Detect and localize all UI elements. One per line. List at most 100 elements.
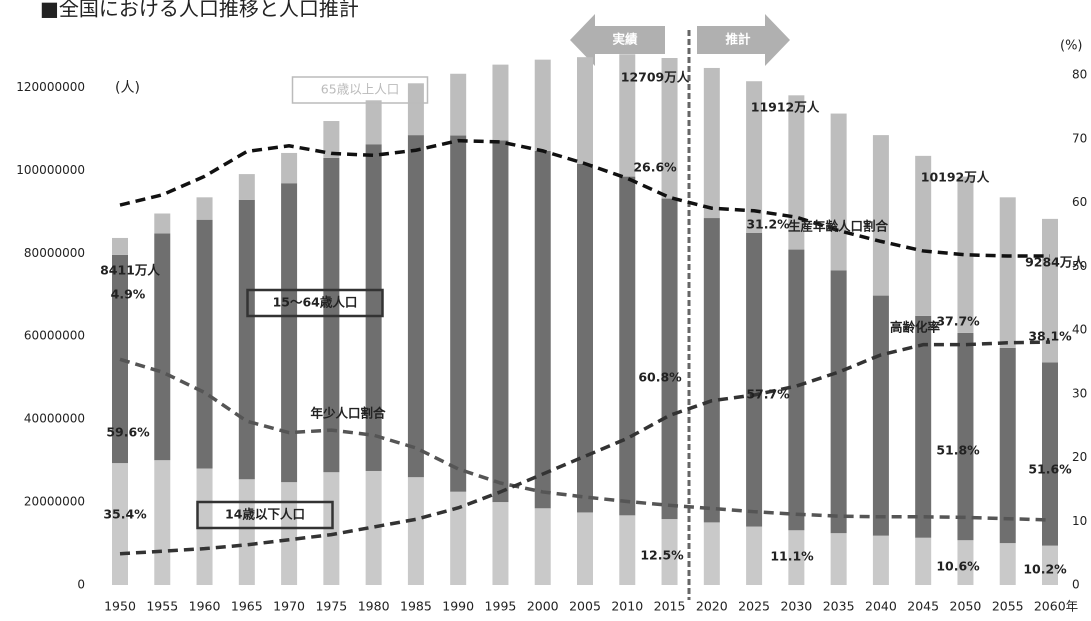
x-tick-label: 2035 <box>823 599 855 614</box>
bar-segment <box>788 249 805 531</box>
bar-segment <box>746 526 763 585</box>
bar-segment <box>830 533 847 585</box>
phase-label: 実績 <box>612 32 638 47</box>
x-tick-label: 1970 <box>273 599 305 614</box>
series-label: 生産年齢人口割合 <box>788 219 889 234</box>
y2-tick-label: 80 <box>1072 68 1087 82</box>
bar-segment <box>154 213 171 234</box>
series-label: 年少人口割合 <box>310 406 386 421</box>
x-tick-label: 2015 <box>654 599 686 614</box>
bar-segment <box>365 144 382 471</box>
bar-segment <box>238 174 255 200</box>
y2-tick-label: 50 <box>1072 259 1087 273</box>
y2-tick-label: 10 <box>1072 514 1087 528</box>
bar-segment <box>619 176 636 516</box>
x-tick-label: 1950 <box>104 599 136 614</box>
arrow-left <box>570 14 665 66</box>
x-tick-label: 1960 <box>189 599 221 614</box>
y-axis-label: (人) <box>115 80 140 96</box>
annotation: 10192万人 <box>921 170 990 185</box>
bar-segment <box>450 135 467 492</box>
bar-segment <box>492 502 509 585</box>
bar-segment <box>1042 362 1058 546</box>
bar-segment <box>196 197 213 220</box>
line-series <box>119 138 1050 258</box>
bar-segment <box>999 347 1016 544</box>
bar-segment <box>492 140 509 503</box>
x-tick-label: 2060年 <box>1034 599 1078 614</box>
y2-axis-label: (%) <box>1060 39 1083 54</box>
bar-segment <box>196 468 213 585</box>
y-tick-label: 0 <box>77 578 85 592</box>
annotation: 31.2% <box>746 217 790 232</box>
x-tick-label: 2020 <box>696 599 728 614</box>
bar-segment <box>661 58 678 199</box>
y2-tick-label: 70 <box>1072 131 1087 145</box>
label-box <box>291 76 429 104</box>
bar-segment <box>112 463 128 585</box>
bar-segment <box>1042 545 1058 585</box>
bar-segment <box>577 57 593 164</box>
x-tick-label: 2055 <box>992 599 1024 614</box>
series-label: 65歳以上人口 <box>321 82 399 97</box>
annotation: 38.1% <box>1028 329 1072 344</box>
bar-segment <box>577 512 593 585</box>
bar-segment <box>281 183 298 483</box>
x-tick-label: 1990 <box>442 599 474 614</box>
annotation: 9284万人 <box>1025 255 1085 270</box>
bar-segment <box>365 470 382 585</box>
x-tick-label: 1975 <box>315 599 347 614</box>
x-tick-label: 1980 <box>358 599 390 614</box>
x-tick-label: 2030 <box>780 599 812 614</box>
line-series <box>119 340 1051 556</box>
annotation: 12709万人 <box>621 70 690 85</box>
bar-segment <box>577 163 593 513</box>
bar-segment <box>915 155 932 316</box>
bar-segment <box>238 199 255 480</box>
bar-segment <box>788 530 805 585</box>
bar-segment <box>450 73 467 136</box>
annotation: 11.1% <box>770 549 814 564</box>
bar-segment <box>661 198 678 520</box>
bar-segment <box>492 64 509 141</box>
bar-segment <box>915 315 932 538</box>
bar-segment <box>999 197 1016 348</box>
annotation: 37.7% <box>936 314 980 329</box>
annotation: 59.6% <box>106 425 150 440</box>
annotation: 4.9% <box>111 287 146 302</box>
bar-segment <box>238 479 255 585</box>
bar-segment <box>534 59 551 151</box>
bar-segment <box>365 100 382 145</box>
line-series <box>119 357 1051 522</box>
bar-segment <box>407 477 424 585</box>
bar-segment <box>450 491 467 585</box>
y2-tick-label: 0 <box>1072 578 1080 592</box>
bar-segment <box>999 543 1016 585</box>
bar-segment <box>619 54 636 177</box>
y-tick-label: 60000000 <box>24 329 85 343</box>
y2-tick-label: 40 <box>1072 323 1087 337</box>
x-tick-label: 2040 <box>865 599 897 614</box>
x-tick-label: 1985 <box>400 599 432 614</box>
bar-segment <box>1042 218 1058 363</box>
annotation: 60.8% <box>638 370 682 385</box>
bar-segment <box>830 270 847 534</box>
bar-segment <box>619 515 636 585</box>
bar-segment <box>407 83 424 136</box>
y-tick-label: 40000000 <box>24 412 85 426</box>
bar-segment <box>196 219 213 469</box>
annotation: 10.2% <box>1023 562 1067 577</box>
bar-segment <box>915 537 932 585</box>
x-tick-label: 2000 <box>527 599 559 614</box>
annotation: 26.6% <box>633 160 677 175</box>
x-tick-label: 2005 <box>569 599 601 614</box>
bar-segment <box>872 295 889 536</box>
bar-segment <box>788 95 805 250</box>
x-tick-label: 1955 <box>146 599 178 614</box>
bar-segment <box>703 522 720 585</box>
y-tick-label: 120000000 <box>16 80 85 94</box>
bar-segment <box>872 135 889 296</box>
bar-segment <box>112 254 128 464</box>
x-tick-label: 1965 <box>231 599 263 614</box>
